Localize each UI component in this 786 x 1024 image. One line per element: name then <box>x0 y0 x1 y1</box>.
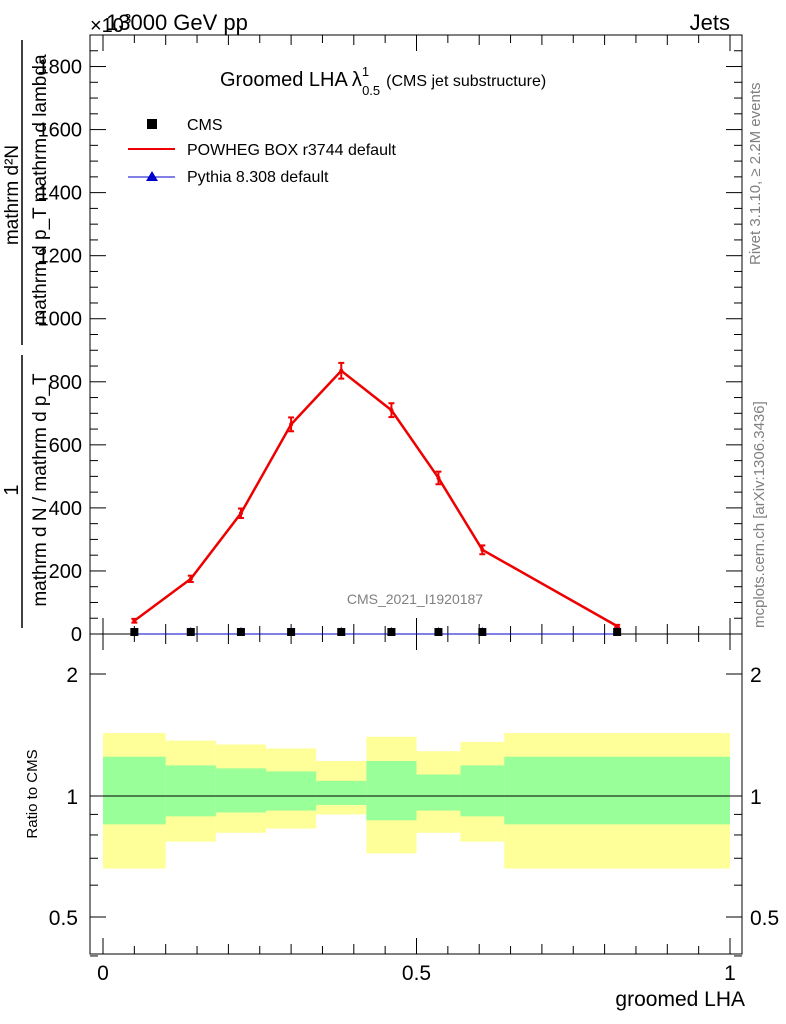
y-label-numerator-2: mathrm d²N <box>2 145 23 245</box>
main-y-tick-label: 400 <box>49 498 82 520</box>
main-y-label: 1 mathrm d N / mathrm d p_T mathrm d²N m… <box>1 40 51 628</box>
ratio-band-green <box>504 756 730 825</box>
powheg-point <box>389 408 394 413</box>
main-y-tick-labels: 0 200 400 600 800 1000 1200 1400 1600 1800 <box>38 57 83 646</box>
x-tick-label: 0.5 <box>402 962 431 985</box>
powheg-point <box>188 576 193 581</box>
ratio-band-green <box>316 780 367 805</box>
x-tick-label: 1 <box>724 962 736 985</box>
main-y-tick-label: 0 <box>71 624 82 646</box>
cms-point <box>337 628 346 636</box>
main-y-tick-label: 200 <box>49 561 82 583</box>
header-energy: 13000 GeV pp <box>106 10 248 35</box>
x-tick-label: 0 <box>97 962 109 985</box>
ratio-band-green <box>165 765 216 817</box>
cms-point <box>236 628 245 636</box>
y-label-numerator-1: 1 <box>1 484 23 495</box>
legend-marker-cms <box>147 119 157 129</box>
analysis-watermark: CMS_2021_I1920187 <box>347 591 483 607</box>
cms-point <box>478 628 487 636</box>
data-series <box>130 361 622 636</box>
side-text-mcplots: mcplots.cern.ch [arXiv:1306.3436] <box>751 401 768 628</box>
powheg-point <box>480 547 485 552</box>
ratio-y-tick-label-left: 2 <box>66 664 78 687</box>
ratio-band-green <box>416 774 461 811</box>
header-process: Jets <box>690 10 730 35</box>
ratio-y-tick-label-left: 1 <box>66 786 78 809</box>
cms-point <box>186 628 195 636</box>
cms-point <box>613 628 622 636</box>
main-y-tick-label: 1600 <box>38 120 83 142</box>
cms-point <box>387 628 396 636</box>
ratio-band-green <box>103 756 166 825</box>
ratio-y-tick-label-right: 0.5 <box>750 907 779 930</box>
plot-title: Groomed LHA λ1 0.5(CMS jet substructure) <box>220 64 546 98</box>
y-label-denominator-2: mathrm d p_T mathrm d lambda <box>30 54 51 325</box>
legend: CMS POWHEG BOX r3744 default Pythia 8.30… <box>128 117 397 186</box>
powheg-point <box>238 511 243 516</box>
legend-label-cms: CMS <box>187 117 223 134</box>
powheg-point <box>339 368 344 373</box>
ratio-band-green <box>266 771 317 811</box>
powheg-point <box>615 624 620 629</box>
main-y-tick-label: 1000 <box>38 309 83 331</box>
powheg-point <box>132 618 137 623</box>
ratio-y-tick-label-right: 1 <box>750 786 762 809</box>
main-y-tick-label: 1400 <box>38 183 83 205</box>
powheg-point <box>436 475 441 480</box>
main-y-tick-label: 1800 <box>38 57 83 79</box>
x-tick-labels: 0 0.5 1 <box>97 962 736 985</box>
legend-marker-pythia <box>146 171 158 181</box>
legend-label-powheg: POWHEG BOX r3744 default <box>187 142 397 159</box>
cms-point <box>434 628 443 636</box>
ratio-uncertainty-bands <box>103 733 730 869</box>
ratio-y-tick-label-right: 2 <box>750 664 762 687</box>
main-y-tick-label: 600 <box>49 435 82 457</box>
ratio-band-green <box>215 768 267 813</box>
ratio-y-tick-label-left: 0.5 <box>49 907 78 930</box>
cms-point <box>287 628 296 636</box>
main-y-tick-label: 1200 <box>38 246 83 268</box>
y-multiplier: ×103 <box>90 11 131 37</box>
powheg-line <box>133 369 618 628</box>
ratio-y-tick-labels: 0.5 0.5 1 1 2 2 <box>49 664 779 930</box>
cms-point <box>130 628 139 636</box>
powheg-point <box>289 422 294 427</box>
legend-label-pythia: Pythia 8.308 default <box>187 169 329 186</box>
side-text-rivet: Rivet 3.1.10, ≥ 2.2M events <box>747 83 764 266</box>
ratio-band-green <box>366 761 417 821</box>
main-y-tick-label: 800 <box>49 372 82 394</box>
x-axis-label: groomed LHA <box>615 988 745 1011</box>
ratio-y-label: Ratio to CMS <box>24 749 41 838</box>
ratio-band-green <box>460 765 505 817</box>
y-label-denominator-1: mathrm d N / mathrm d p_T <box>30 373 51 607</box>
